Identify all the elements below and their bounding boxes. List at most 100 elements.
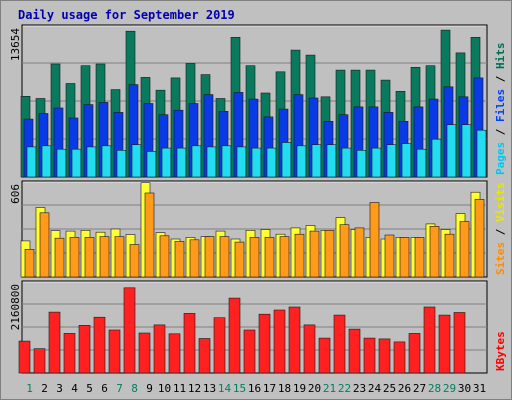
bar-pages-day-7: [116, 150, 127, 178]
bar-sites-day-9: [144, 192, 155, 278]
x-tick-label-day-26: 26: [398, 382, 411, 395]
bar-pages-day-24: [371, 147, 382, 178]
bar-sites-day-6: [99, 236, 110, 278]
bar-kbytes-day-19: [288, 306, 301, 374]
bar-pages-day-10: [161, 147, 172, 178]
bar-pages-day-27: [416, 148, 427, 178]
x-tick-label-day-17: 17: [263, 382, 276, 395]
legend-label: Hits: [494, 43, 507, 70]
bar-kbytes-day-12: [183, 313, 196, 374]
bar-pages-day-29: [446, 124, 457, 178]
bar-kbytes-day-27: [408, 333, 421, 374]
bar-sites-day-1: [24, 249, 35, 278]
x-tick-label-day-28: 28: [428, 382, 441, 395]
bar-pages-day-5: [86, 146, 97, 178]
bar-pages-day-12: [191, 145, 202, 178]
bar-sites-day-23: [354, 227, 365, 278]
x-tick-label-day-21: 21: [323, 382, 336, 395]
bar-kbytes-day-2: [33, 348, 46, 374]
bar-pages-day-14: [221, 145, 232, 178]
bar-sites-day-14: [219, 236, 230, 278]
x-tick-label-day-4: 4: [71, 382, 78, 395]
bar-sites-day-8: [129, 244, 140, 278]
y-max-label: 2160800: [9, 284, 22, 330]
x-tick-label-day-31: 31: [473, 382, 486, 395]
bar-sites-day-16: [249, 237, 260, 278]
bar-kbytes-day-6: [93, 316, 106, 374]
legend-sites-visits: Sites / Visits: [494, 182, 507, 275]
x-tick-label-day-30: 30: [458, 382, 471, 395]
bar-pages-day-21: [326, 144, 337, 178]
bar-sites-day-31: [474, 199, 485, 278]
bar-kbytes-day-21: [318, 337, 331, 374]
x-tick-label-day-9: 9: [146, 382, 153, 395]
x-tick-label-day-2: 2: [41, 382, 48, 395]
bar-pages-day-20: [311, 144, 322, 178]
x-tick-label-day-18: 18: [278, 382, 291, 395]
x-axis-labels: 1 2 3 4 5 6 7 8 9 10 11 12 13 14 15 16 17 18 19 20 21 22 23 24 2…: [26, 382, 486, 395]
bar-kbytes-day-22: [333, 314, 346, 374]
chart-title: Daily usage for September 2019: [18, 8, 235, 22]
bar-pages-day-22: [341, 147, 352, 178]
x-tick-label-day-7: 7: [116, 382, 123, 395]
legend-label: KBytes: [494, 331, 507, 371]
legend-pages-files-hits: Pages / Files / Hits: [494, 43, 507, 176]
bar-sites-day-24: [369, 202, 380, 278]
panel-sites-visits: 606 Sites / Visits: [9, 180, 507, 278]
chart-panels: 13654 Pages / Files / Hits 606 Sites / Visi…: [9, 24, 507, 374]
bar-sites-day-27: [414, 237, 425, 278]
bar-pages-day-28: [431, 138, 442, 178]
bar-kbytes-day-26: [393, 341, 406, 374]
legend-label: Files: [494, 89, 507, 122]
bar-pages-day-6: [101, 145, 112, 178]
bar-sites-day-17: [264, 237, 275, 278]
x-tick-label-day-19: 19: [293, 382, 306, 395]
bar-pages-day-3: [56, 148, 67, 178]
panel-pages-files-hits: 13654 Pages / Files / Hits: [9, 24, 507, 178]
x-tick-label-day-3: 3: [56, 382, 63, 395]
y-max-label: 13654: [9, 28, 22, 61]
bar-sites-day-4: [69, 237, 80, 278]
x-tick-label-day-24: 24: [368, 382, 382, 395]
bar-kbytes-day-30: [453, 312, 466, 374]
x-tick-label-day-25: 25: [383, 382, 396, 395]
bar-kbytes-day-24: [363, 337, 376, 374]
legend-label: /: [494, 222, 507, 242]
bar-sites-day-29: [444, 233, 455, 278]
legend-label: Visits: [494, 182, 507, 222]
y-max-label: 606: [9, 184, 22, 204]
bar-pages-day-26: [401, 143, 412, 178]
bar-pages-day-17: [266, 147, 277, 178]
bar-pages-day-30: [461, 124, 472, 178]
x-tick-label-day-11: 11: [173, 382, 186, 395]
bar-pages-day-16: [251, 147, 262, 178]
x-tick-label-day-1: 1: [26, 382, 33, 395]
x-tick-label-day-8: 8: [131, 382, 138, 395]
bar-sites-day-13: [204, 236, 215, 278]
x-tick-label-day-5: 5: [86, 382, 93, 395]
legend-label: /: [494, 69, 507, 89]
x-tick-label-day-15: 15: [233, 382, 246, 395]
bar-sites-day-5: [84, 237, 95, 278]
bar-kbytes-day-11: [168, 333, 181, 374]
bar-kbytes-day-7: [108, 329, 121, 374]
legend-label: Sites: [494, 242, 507, 275]
bar-sites-day-2: [39, 212, 50, 278]
legend-kbytes: KBytes: [494, 331, 507, 371]
x-tick-label-day-22: 22: [338, 382, 351, 395]
bar-kbytes-day-28: [423, 306, 436, 374]
bar-sites-day-21: [324, 230, 335, 278]
bar-kbytes-day-18: [273, 309, 286, 374]
bar-sites-day-3: [54, 237, 65, 278]
bar-kbytes-day-17: [258, 313, 271, 374]
x-tick-label-day-27: 27: [413, 382, 426, 395]
bar-sites-day-12: [189, 239, 200, 278]
bar-pages-day-19: [296, 145, 307, 178]
bar-sites-day-26: [399, 237, 410, 278]
bar-pages-day-18: [281, 142, 292, 178]
x-tick-label-day-13: 13: [203, 382, 216, 395]
x-tick-label-day-10: 10: [158, 382, 171, 395]
x-tick-label-day-12: 12: [188, 382, 201, 395]
x-tick-label-day-14: 14: [218, 382, 232, 395]
